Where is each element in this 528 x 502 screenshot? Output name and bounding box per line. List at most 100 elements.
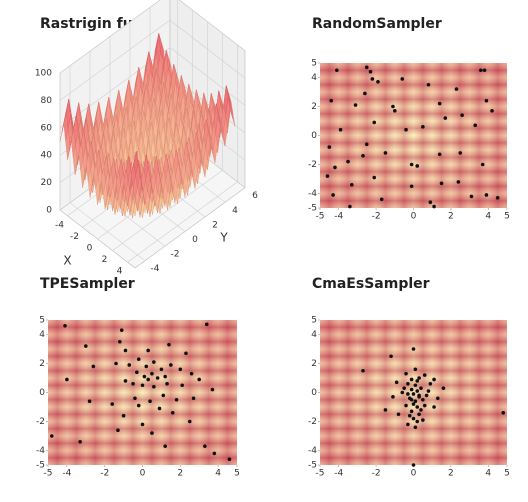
point (361, 154, 365, 158)
point (391, 395, 395, 399)
x-tick-label: 2 (448, 212, 454, 222)
grid-line (89, 187, 166, 247)
y-tick-label: 6 (252, 191, 258, 201)
point (338, 127, 343, 132)
point (346, 159, 350, 164)
y-tick-label: -5 (308, 461, 317, 471)
point (189, 371, 194, 376)
point (368, 69, 373, 74)
point (133, 396, 137, 401)
point (155, 376, 160, 380)
point (372, 175, 377, 180)
point (443, 116, 448, 120)
y-tick-label: 2 (39, 359, 45, 369)
z-tick-label: 60 (41, 123, 53, 133)
point (419, 408, 423, 412)
point (144, 364, 149, 369)
point (482, 68, 487, 73)
point (495, 196, 500, 200)
y-tick-label: -4 (151, 264, 160, 274)
x-tick-label: 5 (234, 469, 240, 479)
point (406, 382, 410, 386)
x-tick-label: -4 (334, 469, 343, 479)
point (383, 151, 388, 155)
y-tick-label: 5 (311, 59, 317, 69)
point (163, 444, 167, 448)
grid-line (59, 19, 171, 101)
point (411, 347, 416, 351)
y-tick-label: -4 (36, 446, 45, 456)
point (409, 409, 414, 414)
point (333, 165, 337, 170)
y-tick-label: 4 (311, 330, 317, 340)
point (409, 184, 414, 189)
x-tick-label: -5 (316, 469, 325, 479)
point (65, 377, 69, 382)
point (204, 322, 209, 327)
point (327, 145, 332, 149)
x-tick-label: 5 (504, 469, 510, 479)
x-tick-label: -4 (55, 220, 64, 230)
point (142, 374, 147, 379)
point (178, 367, 183, 372)
point (411, 402, 416, 406)
point (131, 382, 135, 386)
point (415, 164, 420, 168)
x-tick-label: 4 (215, 469, 221, 479)
point (454, 87, 459, 91)
point (364, 65, 369, 70)
grid-line (69, 202, 146, 261)
point (411, 463, 416, 467)
point (331, 193, 335, 197)
point (437, 152, 442, 157)
point (415, 419, 420, 424)
point (411, 392, 416, 396)
y-tick-label: -4 (308, 189, 317, 199)
point (422, 403, 427, 408)
point (78, 440, 82, 444)
x-tick-label: 4 (485, 212, 491, 222)
grid-line (112, 170, 223, 251)
point (136, 403, 141, 408)
y-tick-label: 5 (39, 316, 45, 326)
point (413, 367, 418, 372)
point (391, 104, 395, 109)
point (116, 428, 120, 433)
point (421, 397, 425, 402)
point (409, 387, 414, 392)
y-tick-label: -5 (308, 204, 317, 214)
z-tick-label: 100 (35, 69, 52, 79)
z-tick-label: 20 (41, 178, 53, 188)
point (407, 413, 412, 418)
point (180, 383, 184, 388)
point (432, 204, 436, 209)
point (325, 174, 330, 178)
point (376, 80, 380, 84)
point (415, 379, 420, 383)
point (469, 194, 474, 199)
point (417, 395, 421, 399)
point (437, 101, 442, 106)
point (432, 405, 436, 409)
point (439, 181, 444, 186)
point (413, 383, 418, 388)
y-tick-label: 0 (39, 388, 45, 398)
x-tick-label: 5 (504, 212, 510, 222)
point (402, 386, 406, 390)
point (383, 408, 388, 412)
point (372, 120, 377, 125)
heatmap-layer (320, 63, 507, 208)
point (349, 183, 354, 187)
point (406, 422, 410, 427)
x-tick-label: 4 (485, 469, 491, 479)
point (161, 393, 166, 398)
y-tick-label: 0 (192, 235, 198, 245)
point (389, 354, 393, 359)
point (432, 377, 436, 382)
x-tick-label: 2 (102, 255, 108, 265)
point (159, 367, 164, 372)
y-tick-label: -2 (308, 160, 317, 170)
point (409, 377, 414, 382)
x-tick-label: -2 (372, 212, 381, 222)
point (426, 82, 431, 87)
